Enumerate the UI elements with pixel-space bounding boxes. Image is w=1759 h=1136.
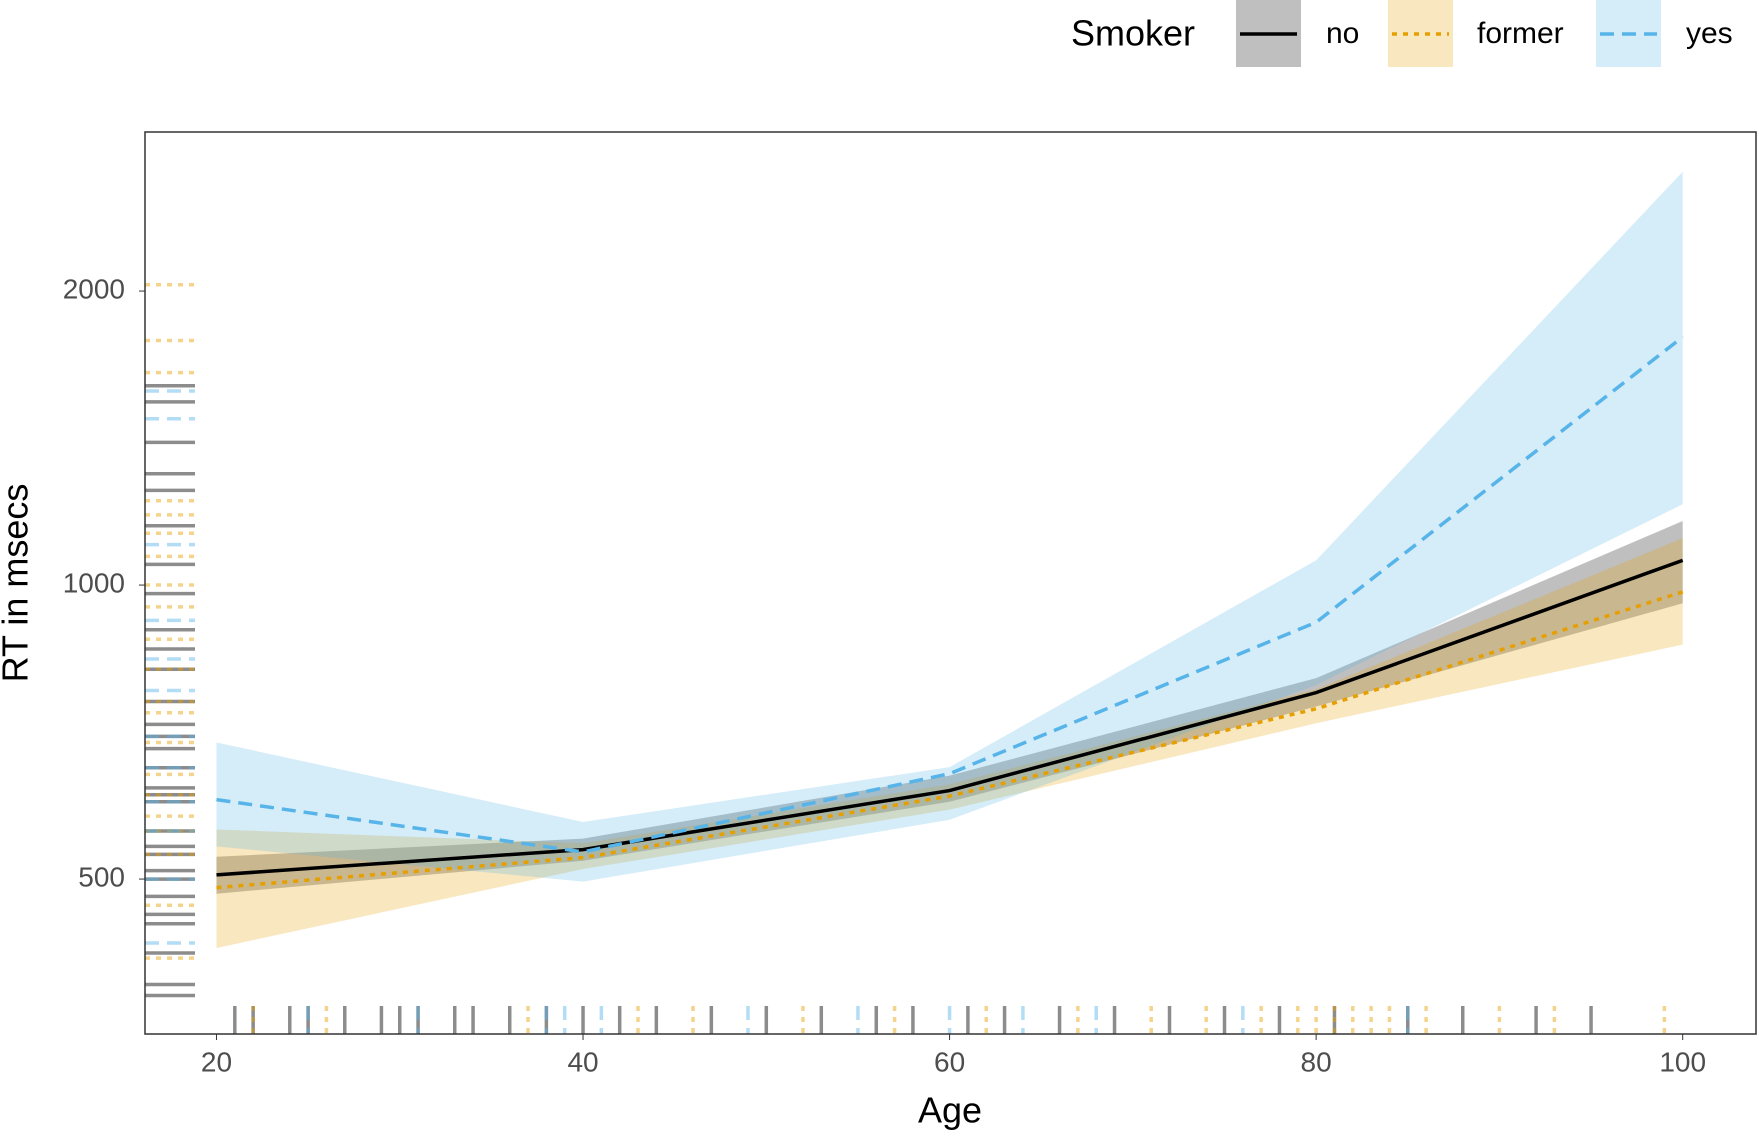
x-tick-label: 40 — [567, 1046, 598, 1077]
legend-label: former — [1477, 17, 1564, 50]
y-tick-label: 500 — [78, 861, 125, 892]
x-axis-label: Age — [918, 1090, 982, 1131]
confidence-band — [216, 521, 1683, 894]
legend-title: Smoker — [1071, 13, 1195, 54]
confidence-band — [216, 171, 1683, 882]
y-tick-label: 2000 — [63, 273, 125, 304]
y-tick-label: 1000 — [63, 567, 125, 598]
y-axis-label: RT in msecs — [0, 484, 36, 683]
legend-label: yes — [1686, 17, 1733, 50]
line — [216, 335, 1684, 854]
x-tick-label: 20 — [201, 1046, 232, 1077]
confidence-band — [216, 538, 1683, 948]
x-tick-label: 60 — [934, 1046, 965, 1077]
plot-border — [144, 131, 1757, 1035]
line — [216, 590, 1684, 890]
x-tick-label: 100 — [1659, 1046, 1706, 1077]
x-tick-label: 80 — [1301, 1046, 1332, 1077]
line — [216, 558, 1684, 877]
legend-label: no — [1326, 17, 1359, 50]
plot — [145, 171, 1684, 1034]
legend-key — [1388, 0, 1453, 67]
